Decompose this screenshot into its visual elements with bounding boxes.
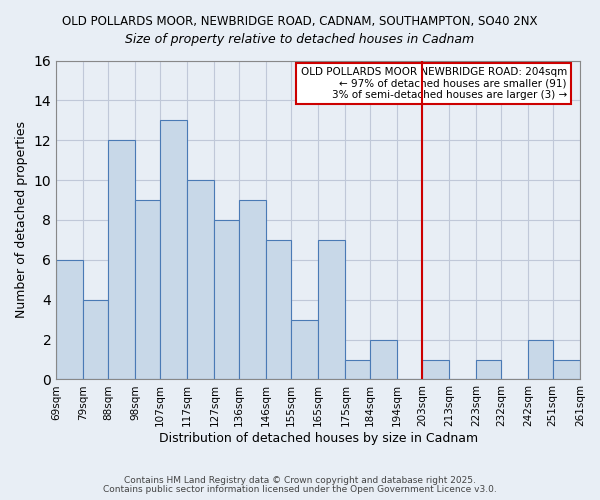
- Bar: [346, 360, 370, 380]
- Bar: [370, 340, 397, 380]
- Text: OLD POLLARDS MOOR NEWBRIDGE ROAD: 204sqm
← 97% of detached houses are smaller (9: OLD POLLARDS MOOR NEWBRIDGE ROAD: 204sqm…: [301, 67, 567, 100]
- Bar: [266, 240, 291, 380]
- Text: OLD POLLARDS MOOR, NEWBRIDGE ROAD, CADNAM, SOUTHAMPTON, SO40 2NX: OLD POLLARDS MOOR, NEWBRIDGE ROAD, CADNA…: [62, 15, 538, 28]
- Bar: [56, 260, 83, 380]
- Bar: [476, 360, 501, 380]
- Bar: [160, 120, 187, 380]
- Y-axis label: Number of detached properties: Number of detached properties: [15, 122, 28, 318]
- Bar: [135, 200, 160, 380]
- Bar: [318, 240, 346, 380]
- Bar: [214, 220, 239, 380]
- Bar: [239, 200, 266, 380]
- Bar: [422, 360, 449, 380]
- Text: Contains HM Land Registry data © Crown copyright and database right 2025.: Contains HM Land Registry data © Crown c…: [124, 476, 476, 485]
- Bar: [553, 360, 580, 380]
- Bar: [108, 140, 135, 380]
- X-axis label: Distribution of detached houses by size in Cadnam: Distribution of detached houses by size …: [158, 432, 478, 445]
- Text: Contains public sector information licensed under the Open Government Licence v3: Contains public sector information licen…: [103, 485, 497, 494]
- Bar: [528, 340, 553, 380]
- Bar: [187, 180, 214, 380]
- Text: Size of property relative to detached houses in Cadnam: Size of property relative to detached ho…: [125, 32, 475, 46]
- Bar: [83, 300, 108, 380]
- Bar: [291, 320, 318, 380]
